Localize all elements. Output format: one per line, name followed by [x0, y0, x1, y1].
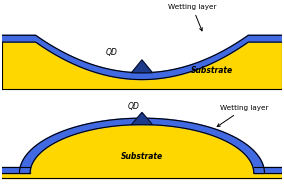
Text: Substrate: Substrate	[121, 152, 163, 161]
Text: QD: QD	[128, 102, 139, 111]
Polygon shape	[2, 167, 30, 174]
Text: Wetting layer: Wetting layer	[168, 4, 217, 31]
Polygon shape	[2, 42, 282, 88]
Polygon shape	[131, 112, 153, 125]
Text: Substrate: Substrate	[191, 66, 233, 75]
Polygon shape	[19, 118, 264, 174]
Polygon shape	[2, 35, 282, 80]
Text: Wetting layer: Wetting layer	[217, 105, 269, 127]
Polygon shape	[131, 60, 153, 73]
Polygon shape	[254, 167, 282, 174]
Text: QD: QD	[105, 48, 117, 57]
Polygon shape	[2, 125, 282, 178]
